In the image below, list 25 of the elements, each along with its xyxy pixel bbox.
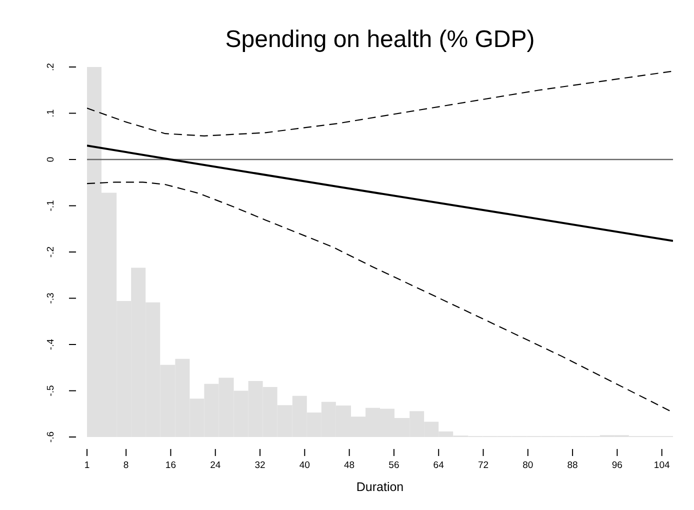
- y-tick-label: -.2: [45, 246, 56, 258]
- y-tick-label: .1: [45, 109, 56, 118]
- x-tick-label: 64: [433, 460, 444, 471]
- y-tick-label: -.1: [45, 200, 56, 212]
- x-tick-label: 40: [299, 460, 310, 471]
- x-tick-label: 72: [478, 460, 489, 471]
- y-tick-label: -.4: [45, 338, 56, 350]
- x-tick-label: 16: [165, 460, 176, 471]
- x-tick-label: 104: [654, 460, 670, 471]
- y-tick-label: -.5: [45, 385, 56, 396]
- x-tick-label: 88: [567, 460, 578, 471]
- y-tick-label: 0: [45, 156, 56, 162]
- y-tick-label: .2: [45, 63, 56, 71]
- chart-title: Spending on health (% GDP): [224, 26, 536, 53]
- x-axis-title: Duration: [356, 480, 404, 494]
- x-tick-label: 32: [254, 460, 266, 471]
- x-tick-label: 8: [123, 460, 129, 471]
- x-tick-label: 56: [388, 460, 400, 471]
- x-tick-label: 24: [210, 460, 221, 471]
- y-tick-label: -.3: [45, 292, 56, 304]
- x-tick-label: 96: [612, 460, 622, 471]
- x-tick-label: 80: [522, 460, 534, 471]
- y-tick-label: -.6: [45, 431, 56, 443]
- x-tick-label: 1: [84, 460, 90, 471]
- x-tick-label: 48: [344, 460, 355, 471]
